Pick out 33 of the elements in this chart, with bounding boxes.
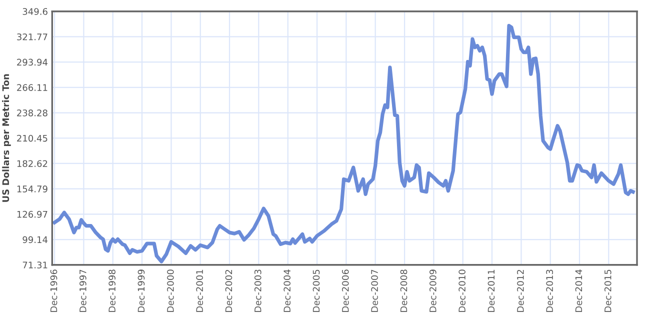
x-tick-label: Dec-2003 — [254, 270, 262, 312]
x-tick-label: Dec-2013 — [546, 270, 553, 312]
y-axis-title: US Dollars per Metric Ton — [2, 74, 11, 202]
y-tick-label: 349.6 — [22, 8, 48, 15]
x-tick-label: Dec-2008 — [400, 270, 408, 312]
line-series — [52, 24, 635, 264]
y-tick-label: 99.14 — [22, 236, 48, 244]
x-tick-label: Dec-2006 — [342, 270, 349, 312]
x-tick-label: Dec-1996 — [50, 270, 58, 312]
y-tick-label: 71.31 — [22, 262, 48, 268]
x-tick-label: Dec-2007 — [371, 270, 378, 312]
x-tick-label: Dec-2000 — [167, 270, 174, 312]
y-tick-label: 238.28 — [17, 110, 48, 116]
x-tick-label: Dec-2001 — [196, 270, 203, 312]
x-tick-label: Dec-2010 — [458, 270, 466, 312]
x-tick-label: Dec-1998 — [108, 270, 116, 312]
y-tick-label: 210.45 — [17, 134, 48, 142]
y-tick-label: 154.79 — [17, 186, 48, 192]
x-tick-label: Dec-2012 — [517, 270, 524, 312]
x-tick-label: Dec-2005 — [312, 270, 320, 312]
x-tick-label: Dec-2011 — [488, 270, 495, 312]
y-tick-label: 182.62 — [17, 160, 48, 168]
y-tick-label: 266.11 — [17, 84, 48, 91]
y-tick-label: 321.77 — [17, 33, 48, 40]
x-tick-label: Dec-2002 — [225, 270, 232, 312]
x-tick-label: Dec-2004 — [284, 270, 291, 312]
y-tick-label: 126.97 — [17, 210, 48, 218]
x-tick-label: Dec-2009 — [429, 270, 436, 312]
x-tick-label: Dec-1997 — [79, 270, 86, 312]
x-tick-label: Dec-1999 — [138, 270, 145, 312]
x-tick-label: Dec-2014 — [575, 270, 582, 312]
x-tick-label: Dec-2015 — [604, 270, 612, 312]
y-tick-label: 293.94 — [17, 58, 48, 66]
